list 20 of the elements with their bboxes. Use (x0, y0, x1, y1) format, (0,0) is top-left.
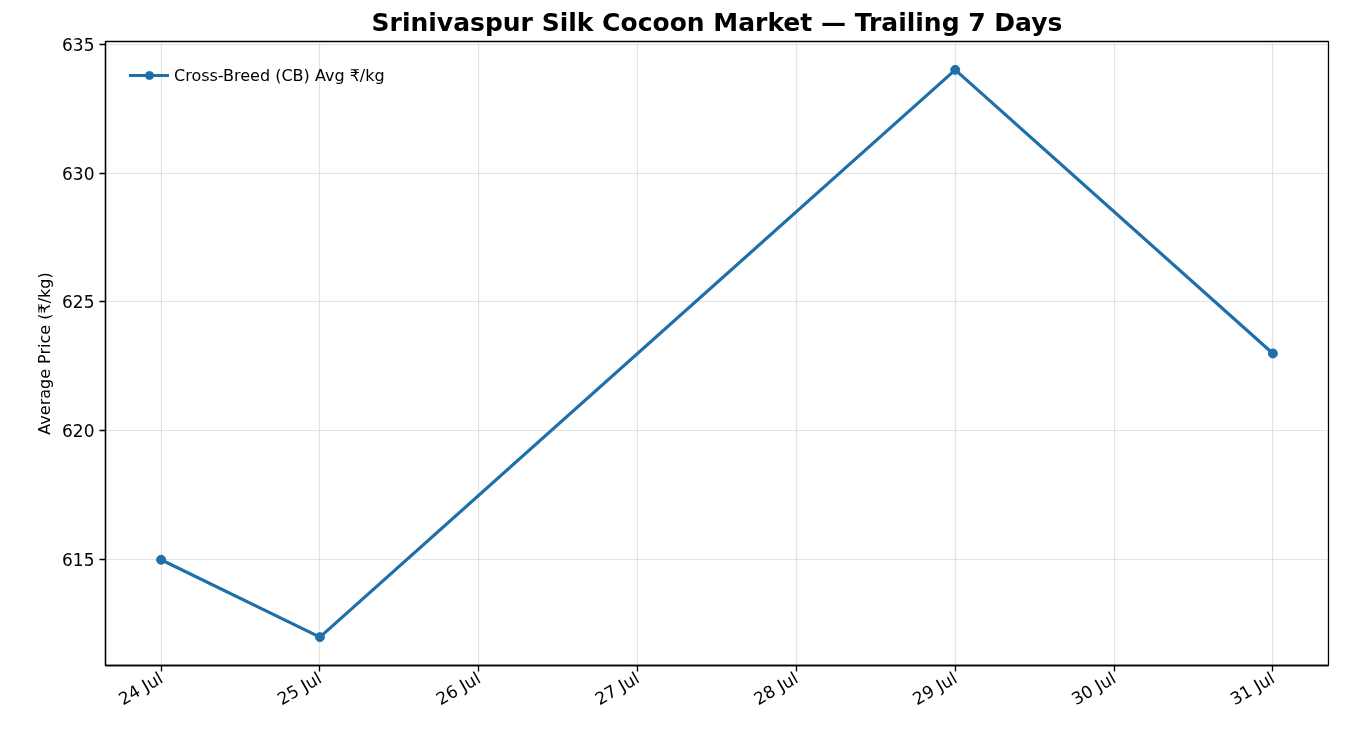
point (1267, 348, 1278, 359)
y-tick-label: 635 (62, 34, 95, 55)
y-tick-label: 615 (62, 550, 95, 571)
x-tick-label: 28 Jul (750, 667, 802, 709)
y-tick-label: 620 (62, 421, 95, 442)
point (314, 632, 325, 643)
x-tick-label: 25 Jul (273, 667, 325, 709)
point (950, 64, 961, 75)
y-axis-title: Average Price (₹/kg) (35, 272, 55, 435)
y-tick-label: 630 (62, 163, 95, 184)
point (156, 554, 167, 565)
x-tick-label: 29 Jul (909, 667, 961, 709)
x-tick-label: 24 Jul (114, 667, 167, 709)
chart-title: Srinivaspur Silk Cocoon Market — Trailing 7 Days (371, 7, 1063, 37)
x-tick-label: 30 Jul (1067, 667, 1120, 709)
x-tick-label: 26 Jul (432, 667, 484, 709)
x-tick-label: 27 Jul (591, 667, 643, 709)
legend-label: Cross-Breed (CB) Avg ₹/kg (174, 65, 385, 85)
x-tick-label: 31 Jul (1226, 667, 1278, 709)
y-tick-label: 625 (62, 292, 95, 313)
